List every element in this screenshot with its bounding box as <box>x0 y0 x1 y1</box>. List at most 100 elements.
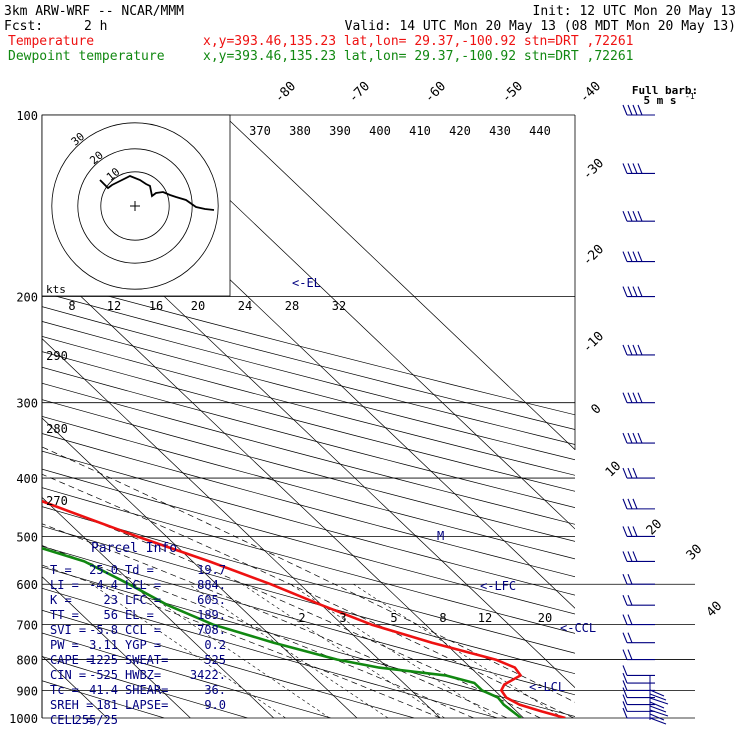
wind-barb-flag <box>627 551 633 562</box>
isotherm-label: 40 <box>704 599 726 621</box>
parcel-field-label: CELL = <box>50 713 93 727</box>
wind-barb-flag <box>637 104 643 116</box>
dry-adiabat <box>42 566 575 717</box>
wind-barb <box>622 574 655 585</box>
wind-barb-flag <box>632 344 638 356</box>
parcel-field-value: 255/25 <box>75 713 118 727</box>
wind-barb-flag <box>637 251 643 262</box>
wind-barb <box>622 163 655 174</box>
hodograph-axis-label: 32 <box>332 299 346 313</box>
model-title: 3km ARW-WRF -- NCAR/MMM <box>4 4 184 19</box>
mixing-ratio-label: 20 <box>538 611 552 625</box>
wind-barb-flag <box>622 432 628 444</box>
theta-label: 390 <box>329 124 351 138</box>
parcel-field-label: SHEAR= <box>125 683 168 697</box>
mixing-ratio-label: 3 <box>339 611 346 625</box>
wind-barb-flag <box>627 392 633 403</box>
mixing-ratio-label: 12 <box>478 611 492 625</box>
wind-barb-flag <box>622 594 628 606</box>
wind-barb-staff <box>649 709 669 717</box>
init-time: Init: 12 UTC Mon 20 May 13 <box>533 4 737 19</box>
wind-barb-flag <box>632 251 638 262</box>
wind-barb-flag <box>627 432 633 444</box>
parcel-field-value: 708. <box>197 623 226 637</box>
pressure-tick-label: 400 <box>16 472 38 486</box>
parcel-field-value: 25.0 <box>89 563 118 577</box>
wind-barb-staff <box>649 705 667 713</box>
isotherm-label: 0 <box>588 401 604 417</box>
wind-barb-flag <box>632 163 638 174</box>
wind-barb-flag <box>627 210 633 222</box>
wind-barb-flag <box>627 163 633 174</box>
parcel-field-value: 56 <box>104 608 118 622</box>
wind-barb-flag <box>622 574 628 585</box>
parcel-field-label: CAPE = <box>50 653 93 667</box>
wind-barb-flag <box>622 694 628 705</box>
parcel-field-value: 525 <box>204 653 226 667</box>
wind-barb-flag <box>627 614 633 625</box>
wind-barb-flag <box>622 687 628 698</box>
parcel-field-value: 0.2 <box>204 638 226 652</box>
dry-adiabat <box>42 587 498 718</box>
wind-barb <box>622 251 655 263</box>
wind-barb-flag <box>622 649 628 660</box>
pressure-tick-label: 100 <box>16 109 38 123</box>
theta-left-label: 290 <box>46 349 68 363</box>
parcel-field-value: -5.8 <box>89 623 118 637</box>
pressure-tick-label: 1000 <box>9 712 38 726</box>
parcel-field-value: 189. <box>197 608 226 622</box>
wind-barb <box>622 551 655 562</box>
wind-barb-flag <box>622 210 628 222</box>
theta-label: 400 <box>369 124 391 138</box>
wind-barb-staff <box>649 689 665 697</box>
wind-barb-flag <box>622 526 628 537</box>
wind-barb-column <box>622 104 669 725</box>
mixing-ratio-label: 2 <box>298 611 305 625</box>
wind-barb-flag <box>637 432 643 444</box>
wind-barb-flag <box>632 526 638 537</box>
wind-barb-flag <box>622 614 628 625</box>
wind-barb-flag <box>632 498 638 510</box>
parcel-field-label: SVI = <box>50 623 86 637</box>
wind-barb <box>622 594 655 606</box>
mixing-ratio-line <box>353 583 564 718</box>
theta-left-label: 280 <box>46 422 68 436</box>
wind-barb-flag <box>622 551 628 562</box>
dry-adiabat <box>42 506 575 654</box>
theta-label: 380 <box>289 124 311 138</box>
wind-barb-flag <box>627 574 633 585</box>
isotherm-label: -60 <box>422 79 449 106</box>
dry-adiabat <box>42 335 575 476</box>
hodograph-ring-label: 10 <box>104 165 123 183</box>
hodograph-axis-label: 24 <box>238 299 252 313</box>
wind-barb-flag <box>622 665 628 676</box>
wind-barb-flag <box>627 104 633 116</box>
wind-barb <box>622 432 655 444</box>
wind-barb-staff <box>649 701 665 709</box>
dry-adiabat <box>42 277 575 416</box>
wind-barb-flag <box>637 163 643 174</box>
forecast-label: Fcst: <box>4 19 43 34</box>
wind-barb <box>622 104 655 116</box>
dry-adiabat <box>42 525 575 675</box>
isotherm-line <box>42 417 358 718</box>
wind-barb <box>622 344 655 356</box>
dry-adiabat <box>42 545 575 696</box>
wind-barb <box>622 614 655 626</box>
isotherm-line <box>42 576 191 718</box>
mixing-ratio-line <box>242 583 445 718</box>
barb-key-title: Full barb: <box>632 84 698 97</box>
temperature-legend: Temperature <box>8 34 94 49</box>
barb-key-exponent: -1 <box>685 92 695 101</box>
dry-adiabat <box>42 306 575 445</box>
parcel-field-label: CIN = <box>50 668 86 682</box>
barb-key-value: 5 m s <box>643 94 676 107</box>
isotherm-line <box>42 496 274 718</box>
theta-label: 410 <box>409 124 431 138</box>
parcel-field-label: CCL = <box>125 623 161 637</box>
parcel-field-label: T = <box>50 563 72 577</box>
wind-barb <box>622 649 655 661</box>
parcel-field-value: 41.4 <box>89 683 118 697</box>
